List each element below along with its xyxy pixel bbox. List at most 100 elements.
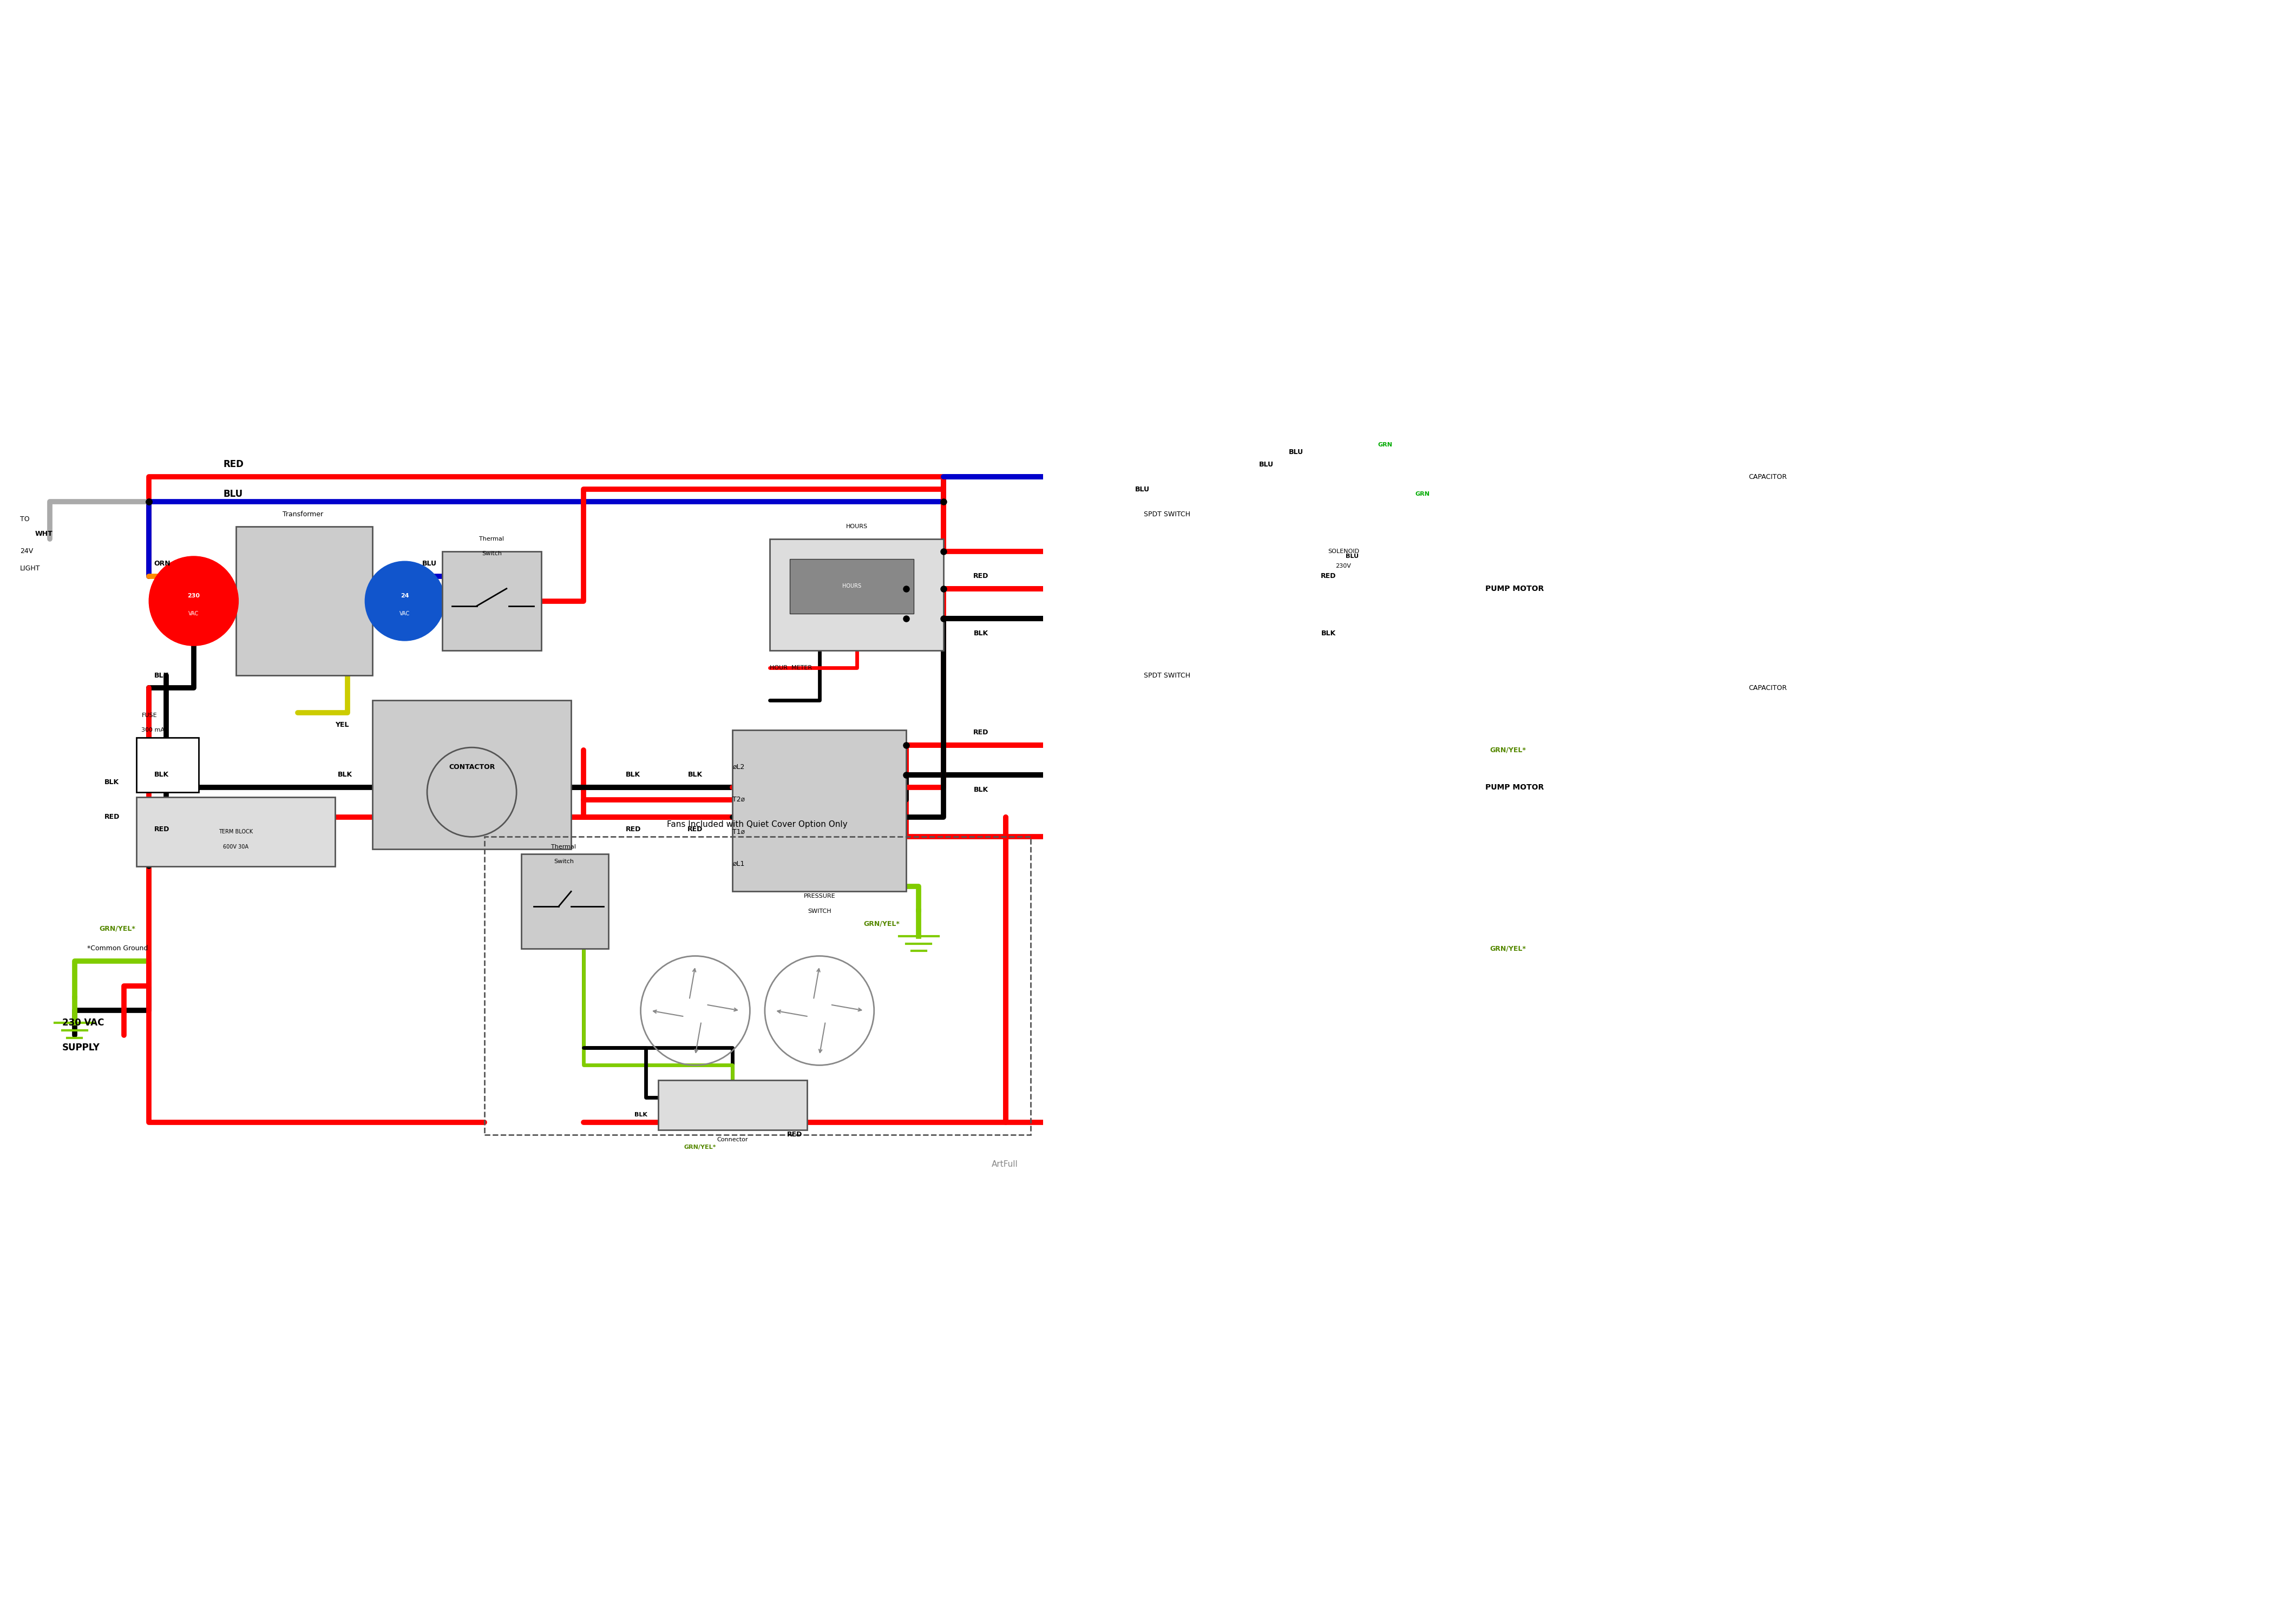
Circle shape: [366, 562, 443, 641]
Text: BLK: BLK: [339, 771, 352, 778]
Circle shape: [1401, 698, 1489, 788]
Circle shape: [1396, 667, 1635, 906]
Text: RED: RED: [625, 827, 641, 833]
Text: ArtFull: ArtFull: [991, 1161, 1019, 1169]
Text: BLK: BLK: [625, 771, 641, 778]
Bar: [484, 836, 1030, 1135]
Text: Fans Included with Quiet Cover Option Only: Fans Included with Quiet Cover Option On…: [666, 820, 848, 828]
Text: CAPACITOR: CAPACITOR: [1749, 684, 1787, 692]
Text: SWITCH: SWITCH: [807, 908, 832, 914]
Text: HOURS: HOURS: [841, 583, 862, 590]
Text: RED: RED: [787, 1132, 803, 1138]
Circle shape: [1539, 698, 1628, 788]
Text: BLK: BLK: [973, 786, 989, 793]
Text: 600V 30A: 600V 30A: [223, 844, 248, 849]
Text: Thermal: Thermal: [480, 536, 505, 542]
Text: 24V: 24V: [20, 547, 34, 555]
Text: BLK: BLK: [155, 672, 168, 679]
Bar: [1701, 489, 1837, 651]
Bar: [1069, 526, 1267, 663]
Text: RED: RED: [1321, 573, 1337, 580]
Text: GRN/YEL*: GRN/YEL*: [684, 1145, 716, 1150]
Bar: [441, 551, 541, 651]
Text: GRN/YEL*: GRN/YEL*: [100, 926, 136, 932]
Text: VAC: VAC: [189, 611, 198, 615]
Text: ⌀L1: ⌀L1: [732, 861, 744, 867]
Circle shape: [150, 557, 239, 646]
Text: RED: RED: [105, 814, 121, 820]
Text: BLK: BLK: [1321, 630, 1335, 637]
Text: GRN: GRN: [1378, 442, 1392, 447]
Text: GRN/YEL*: GRN/YEL*: [1489, 747, 1526, 754]
Bar: [1069, 689, 1267, 825]
Text: SPDT SWITCH: SPDT SWITCH: [1144, 672, 1189, 679]
Text: PUMP MOTOR: PUMP MOTOR: [1485, 585, 1544, 593]
Text: BLK: BLK: [155, 771, 168, 778]
Text: RED: RED: [155, 827, 168, 833]
Text: T2⌀: T2⌀: [732, 796, 746, 804]
Circle shape: [1414, 588, 1514, 689]
Text: 24: 24: [400, 593, 409, 599]
Text: Transformer: Transformer: [282, 510, 323, 518]
Text: BLK: BLK: [105, 778, 118, 786]
Text: GRN/YEL*: GRN/YEL*: [1489, 945, 1526, 952]
Text: RED: RED: [973, 729, 989, 736]
Circle shape: [1539, 489, 1640, 588]
Bar: [373, 700, 571, 849]
Text: TERM BLOCK: TERM BLOCK: [218, 830, 252, 835]
Text: CONTACTOR: CONTACTOR: [448, 763, 496, 771]
Text: BLK: BLK: [973, 630, 989, 637]
Text: PRESSURE: PRESSURE: [803, 893, 835, 900]
Text: 230: 230: [186, 593, 200, 599]
Text: HOUR  METER: HOUR METER: [771, 666, 812, 671]
Text: GRN: GRN: [1414, 492, 1430, 497]
Circle shape: [1514, 788, 1603, 877]
Text: SUPPLY: SUPPLY: [61, 1043, 100, 1052]
Text: WHT: WHT: [34, 531, 52, 538]
Text: CAPACITOR: CAPACITOR: [1749, 473, 1787, 481]
Bar: [1287, 456, 1399, 544]
Bar: [236, 526, 373, 676]
Text: HOURS: HOURS: [846, 525, 869, 529]
Text: Connector: Connector: [716, 1137, 748, 1142]
Text: YEL: YEL: [334, 721, 348, 729]
Text: LIGHT: LIGHT: [20, 565, 41, 572]
Text: BLK: BLK: [689, 771, 703, 778]
Bar: [1328, 445, 1353, 469]
Circle shape: [1464, 464, 1565, 564]
Text: Switch: Switch: [482, 551, 503, 557]
Text: BLU: BLU: [223, 489, 243, 499]
Text: BLU: BLU: [1135, 486, 1151, 492]
Text: Switch: Switch: [553, 859, 573, 864]
Text: BLK: BLK: [634, 1112, 648, 1117]
Text: 230 VAC: 230 VAC: [61, 1018, 105, 1028]
Circle shape: [1514, 588, 1615, 689]
Text: BLU: BLU: [1260, 461, 1273, 468]
Bar: [789, 559, 914, 614]
Text: BLU: BLU: [1346, 554, 1360, 559]
Text: FUSE: FUSE: [141, 713, 157, 718]
Text: T1⌀: T1⌀: [732, 828, 746, 835]
Text: RED: RED: [973, 573, 989, 580]
Bar: [657, 1080, 807, 1130]
Text: GRN/YEL*: GRN/YEL*: [864, 921, 901, 927]
Text: 300 mA: 300 mA: [141, 728, 164, 732]
Text: SPDT SWITCH: SPDT SWITCH: [1144, 510, 1189, 518]
Bar: [136, 737, 198, 793]
Text: SOLENOID: SOLENOID: [1328, 549, 1360, 554]
Text: *Common Ground: *Common Ground: [86, 945, 148, 952]
Bar: [1701, 700, 1837, 862]
Circle shape: [1392, 464, 1640, 713]
Text: BLU: BLU: [1289, 448, 1303, 456]
Text: RED: RED: [687, 827, 703, 833]
Circle shape: [1426, 788, 1514, 877]
Circle shape: [1469, 672, 1560, 762]
Bar: [732, 731, 907, 892]
Bar: [771, 539, 944, 651]
Text: ORN: ORN: [155, 560, 171, 567]
Text: VAC: VAC: [400, 611, 409, 615]
Text: PUMP MOTOR: PUMP MOTOR: [1485, 783, 1544, 791]
Text: BLU: BLU: [423, 560, 437, 567]
Text: TO: TO: [20, 515, 30, 523]
Text: RED: RED: [223, 460, 243, 469]
